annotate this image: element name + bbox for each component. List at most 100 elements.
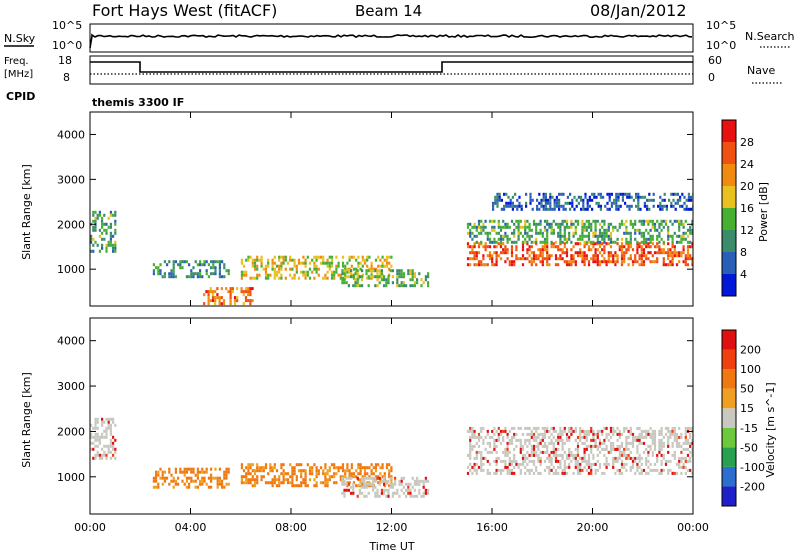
data-cell bbox=[576, 441, 580, 445]
data-cell bbox=[256, 466, 259, 470]
data-cell bbox=[651, 453, 654, 457]
data-cell bbox=[356, 476, 359, 480]
data-cell bbox=[280, 463, 283, 467]
data-cell bbox=[506, 453, 509, 457]
data-cell bbox=[543, 426, 547, 430]
data-cell bbox=[553, 201, 556, 205]
data-cell bbox=[282, 255, 285, 259]
data-cell bbox=[240, 481, 243, 485]
data-cell bbox=[528, 468, 531, 472]
data-cell bbox=[347, 488, 350, 492]
data-cell bbox=[640, 462, 643, 466]
data-cell bbox=[387, 494, 390, 498]
data-cell bbox=[172, 272, 175, 276]
data-cell bbox=[515, 444, 518, 448]
data-cell bbox=[94, 432, 97, 436]
data-cell bbox=[524, 441, 527, 445]
data-cell bbox=[109, 429, 112, 433]
data-cell bbox=[358, 275, 361, 279]
data-cell bbox=[374, 284, 377, 288]
data-cell bbox=[605, 465, 608, 469]
data-cell bbox=[203, 302, 206, 306]
data-cell bbox=[657, 204, 660, 208]
data-cell bbox=[495, 456, 498, 460]
data-cell bbox=[640, 248, 643, 252]
data-cell bbox=[565, 219, 569, 223]
data-cell bbox=[574, 219, 577, 223]
data-cell bbox=[579, 251, 582, 255]
data-cell bbox=[469, 263, 472, 267]
data-cell bbox=[262, 267, 265, 271]
data-cell bbox=[629, 450, 632, 454]
data-cell bbox=[328, 264, 331, 268]
data-cell bbox=[572, 254, 575, 258]
data-cell bbox=[508, 225, 511, 229]
data-cell bbox=[286, 478, 290, 482]
data-cell bbox=[642, 219, 646, 223]
data-cell bbox=[394, 479, 397, 483]
data-cell bbox=[105, 246, 108, 250]
data-cell bbox=[504, 245, 507, 249]
data-cell bbox=[249, 287, 252, 291]
data-cell bbox=[306, 484, 309, 488]
data-cell bbox=[513, 435, 516, 439]
data-cell bbox=[598, 465, 602, 469]
data-cell bbox=[691, 257, 693, 261]
data-cell bbox=[528, 426, 531, 430]
data-cell bbox=[383, 472, 386, 476]
data-cell bbox=[315, 270, 318, 274]
data-cell bbox=[519, 447, 522, 451]
data-cell bbox=[587, 237, 591, 241]
data-cell bbox=[114, 243, 117, 247]
data-cell bbox=[291, 478, 294, 482]
data-cell bbox=[513, 471, 516, 475]
data-cell bbox=[603, 228, 606, 232]
data-cell bbox=[422, 479, 425, 483]
data-cell bbox=[543, 468, 547, 472]
data-cell bbox=[273, 276, 276, 280]
data-cell bbox=[506, 237, 509, 241]
data-cell bbox=[152, 272, 155, 276]
data-cell bbox=[280, 481, 283, 485]
data-cell bbox=[596, 447, 599, 451]
data-cell bbox=[642, 435, 646, 439]
data-cell bbox=[163, 275, 166, 279]
data-cell bbox=[297, 258, 301, 262]
data-cell bbox=[515, 459, 518, 463]
data-cell bbox=[505, 192, 508, 196]
data-cell bbox=[192, 272, 195, 276]
data-cell bbox=[385, 479, 388, 483]
data-cell bbox=[407, 482, 410, 486]
data-cell bbox=[568, 450, 571, 454]
data-cell bbox=[530, 450, 533, 454]
data-cell bbox=[552, 465, 555, 469]
data-cell bbox=[506, 251, 509, 255]
data-cell bbox=[491, 429, 494, 433]
data-cell bbox=[528, 438, 531, 442]
data-cell bbox=[477, 231, 481, 235]
data-cell bbox=[405, 284, 408, 288]
data-cell bbox=[253, 276, 257, 280]
data-cell bbox=[486, 254, 489, 258]
data-cell bbox=[524, 231, 527, 235]
data-cell bbox=[510, 441, 514, 445]
data-cell bbox=[625, 462, 628, 466]
data-cell bbox=[96, 432, 99, 436]
data-cell bbox=[598, 462, 602, 466]
data-cell bbox=[411, 485, 414, 489]
data-cell bbox=[94, 216, 97, 220]
data-cell bbox=[491, 225, 494, 229]
data-cell bbox=[543, 444, 547, 448]
data-cell bbox=[245, 270, 248, 274]
data-cell bbox=[499, 228, 503, 232]
data-cell bbox=[240, 290, 243, 294]
data-cell bbox=[671, 453, 674, 457]
data-cell bbox=[295, 264, 298, 268]
data-cell bbox=[550, 426, 553, 430]
y-tick-label: 3000 bbox=[57, 173, 85, 186]
data-cell bbox=[623, 429, 626, 433]
data-cell bbox=[609, 237, 613, 241]
data-cell bbox=[609, 450, 613, 454]
data-cell bbox=[242, 302, 245, 306]
data-cell bbox=[640, 263, 643, 267]
